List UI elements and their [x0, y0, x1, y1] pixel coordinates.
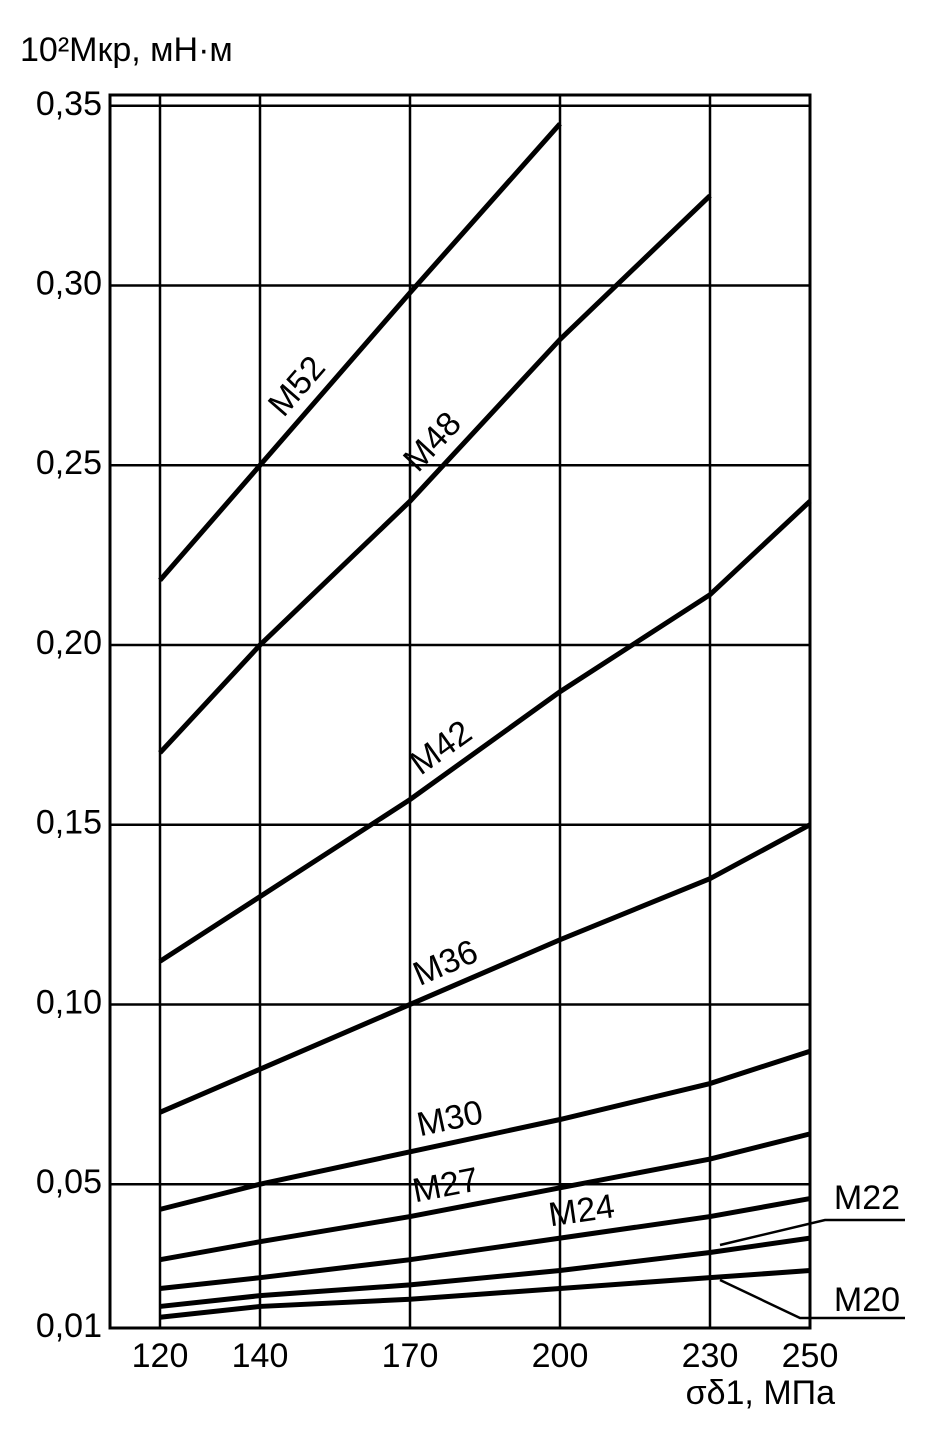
series-label: M20	[834, 1281, 900, 1319]
series-line	[159, 1131, 811, 1263]
series-line	[159, 1267, 811, 1320]
x-tick-label: 170	[382, 1337, 439, 1375]
y-tick-label: 0,10	[36, 983, 102, 1021]
series-line	[158, 122, 562, 582]
series-line	[159, 1048, 811, 1212]
plot-frame	[108, 93, 812, 1330]
x-tick-label: 200	[532, 1337, 589, 1375]
series-line	[159, 1235, 811, 1309]
y-tick-label: 0,30	[36, 265, 102, 303]
leader-line	[719, 1278, 905, 1320]
x-tick-label: 230	[682, 1337, 739, 1375]
series-line	[159, 822, 812, 1115]
series-label: M22	[834, 1179, 900, 1217]
series-line	[158, 193, 712, 755]
y-tick-label: 0,35	[36, 85, 102, 123]
x-tick-label: 120	[132, 1337, 189, 1375]
y-tick-label: 0,01	[36, 1307, 102, 1345]
y-tick-label: 0,20	[36, 624, 102, 662]
y-tick-label: 0,25	[36, 444, 102, 482]
y-tick-label: 0,05	[36, 1163, 102, 1201]
series-line	[159, 1196, 811, 1291]
series-label: M48	[396, 405, 469, 479]
y-tick-label: 0,15	[36, 804, 102, 842]
series-line	[158, 499, 812, 964]
x-tick-label: 140	[232, 1337, 289, 1375]
series-label: M36	[408, 932, 484, 993]
y-axis-label: 10²Mкр, мН·м	[20, 31, 233, 69]
series-label: M42	[403, 713, 479, 782]
series-label: M52	[261, 349, 333, 424]
leader-line	[719, 1218, 905, 1247]
x-tick-label: 250	[782, 1337, 839, 1375]
x-axis-label: σδ1, МПа	[686, 1374, 835, 1412]
series-label: M24	[546, 1187, 617, 1234]
